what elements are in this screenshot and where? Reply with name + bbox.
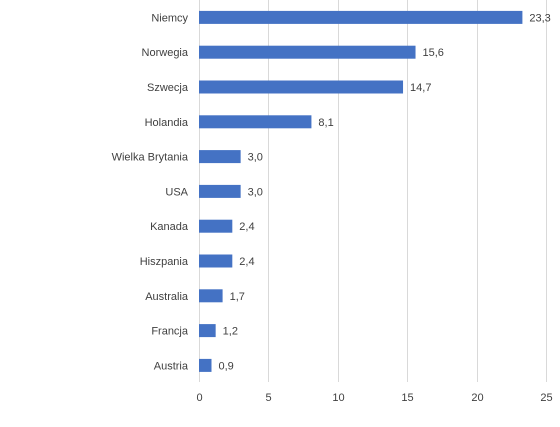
category-label: Australia xyxy=(145,291,189,303)
category-label: Hiszpania xyxy=(140,256,189,268)
category-label: Kanada xyxy=(150,221,189,233)
value-label: 14,7 xyxy=(410,82,431,94)
bar xyxy=(199,80,404,94)
bar xyxy=(199,219,233,233)
value-label: 1,7 xyxy=(230,291,245,303)
bar xyxy=(199,150,241,164)
value-label: 2,4 xyxy=(239,256,254,268)
value-label: 23,3 xyxy=(529,12,550,24)
category-label: Holandia xyxy=(145,117,189,129)
value-label: 15,6 xyxy=(423,47,444,59)
bar xyxy=(199,115,312,129)
x-tick-label: 25 xyxy=(540,392,552,404)
bar-layer xyxy=(199,10,523,372)
x-tick-label: 15 xyxy=(401,392,413,404)
x-tick-label: 0 xyxy=(196,392,202,404)
value-label: 1,2 xyxy=(223,326,238,338)
bar xyxy=(199,184,241,198)
grid-layer xyxy=(199,0,547,382)
category-label: USA xyxy=(165,186,188,198)
bar xyxy=(199,254,233,268)
bar xyxy=(199,289,223,303)
category-label: Austria xyxy=(154,360,189,372)
bar xyxy=(199,10,523,24)
bar xyxy=(199,45,416,59)
category-label: Wielka Brytania xyxy=(112,152,189,164)
category-label: Norwegia xyxy=(142,47,189,59)
x-tick-label: 10 xyxy=(332,392,344,404)
category-label: Niemcy xyxy=(151,12,188,24)
value-label: 3,0 xyxy=(248,186,263,198)
bar xyxy=(199,358,212,372)
value-label: 3,0 xyxy=(248,152,263,164)
x-tick-label: 20 xyxy=(471,392,483,404)
bar xyxy=(199,324,216,338)
tick-layer: 0 5 10 15 20 25 xyxy=(196,392,552,404)
value-label: 8,1 xyxy=(318,117,333,129)
x-tick-label: 5 xyxy=(265,392,271,404)
label-layer: Niemcy 23,3 Norwegia 15,6 Szwecja 14,7 Holandi… xyxy=(112,12,551,372)
category-label: Francja xyxy=(151,326,189,338)
value-label: 2,4 xyxy=(239,221,254,233)
category-label: Szwecja xyxy=(147,82,189,94)
value-label: 0,9 xyxy=(218,360,233,372)
